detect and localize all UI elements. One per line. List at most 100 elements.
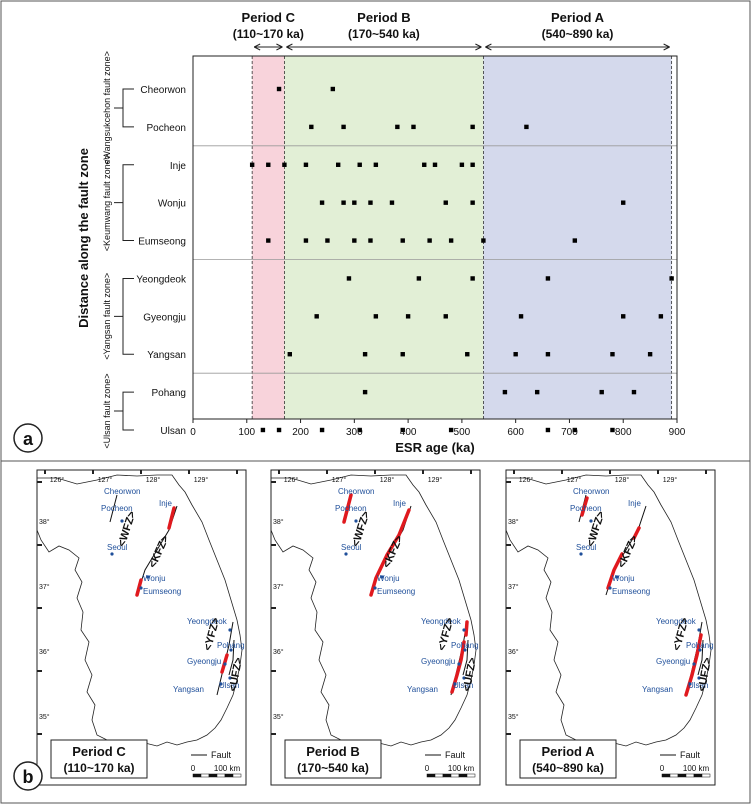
- fault-line-ufz: [697, 639, 704, 676]
- active-fault-segment: [369, 508, 411, 597]
- lon-label: 129°: [194, 476, 209, 484]
- period-title: Period B: [357, 10, 410, 25]
- fault-zone-label: <UFZ>: [696, 657, 714, 693]
- city-label-wonju: Wonju: [612, 574, 635, 583]
- panel-a: Period C (110~170 ka) Period B (170~540 ka)…: [13, 10, 686, 455]
- data-point-ulsan: [319, 427, 325, 433]
- data-point-eumseong: [325, 238, 330, 243]
- data-point-gyeongju: [314, 314, 319, 319]
- data-point-pohang: [631, 389, 637, 395]
- city-label-pohang: Pohang: [217, 641, 245, 650]
- data-point-yangsan: [400, 352, 405, 357]
- scale-segment: [192, 773, 202, 778]
- scale-start: 0: [191, 764, 196, 773]
- data-point-ulsan: [610, 427, 615, 433]
- lon-label: 127°: [567, 476, 582, 484]
- data-point-wonju: [470, 200, 475, 205]
- city-label-gyeongju: Gyeongju: [421, 657, 455, 666]
- lat-label: 37°: [508, 583, 519, 591]
- data-point-eumseong: [368, 238, 373, 243]
- city-dot: [219, 682, 223, 686]
- city-label-pohang: Pohang: [451, 641, 479, 650]
- city-dot: [697, 628, 701, 632]
- city-label-yeongdeok: Yeongdeok: [421, 617, 462, 626]
- data-point-eumseong: [400, 238, 405, 243]
- data-point-pocheon: [309, 124, 314, 130]
- data-point-inje: [249, 162, 255, 167]
- data-point-yangsan: [465, 352, 470, 357]
- coastline: [36, 474, 243, 747]
- data-point-gyeongju: [658, 314, 664, 319]
- lat-label: 36°: [508, 648, 519, 656]
- scale-segment: [701, 773, 711, 778]
- city-label-yangsan: Yangsan: [173, 685, 204, 694]
- y-axis-sites: Cheorwon Pocheon Inje Wonju Eumseong Yeongdeo…: [136, 85, 187, 437]
- site-label-yangsan: Yangsan: [147, 350, 186, 361]
- data-point-wonju: [368, 200, 373, 205]
- data-point-inje: [303, 162, 309, 167]
- map-period-range: (170~540 ka): [297, 761, 369, 775]
- city-label-inje: Inje: [628, 499, 641, 508]
- scale-segment: [693, 773, 703, 778]
- data-point-pohang: [362, 389, 368, 395]
- active-fault-segment: [342, 493, 353, 524]
- city-label-eumseong: Eumseong: [143, 587, 181, 596]
- city-label-seoul: Seoul: [341, 543, 362, 552]
- x-axis-title: ESR age (ka): [395, 440, 474, 455]
- lat-label: 36°: [273, 648, 284, 656]
- data-point-wonju: [621, 200, 626, 205]
- data-point-ulsan: [545, 427, 551, 433]
- data-point-wonju: [319, 200, 325, 205]
- data-point-yangsan: [610, 352, 615, 357]
- data-point-inje: [357, 162, 362, 167]
- panel-b: 126° 127° 128° 129° 38° 37° 36° 35° Cheorwon Poch…: [36, 469, 716, 786]
- period-arrowheads: [485, 43, 670, 51]
- site-label-eumseong: Eumseong: [138, 237, 186, 248]
- city-label-gyeongju: Gyeongju: [187, 657, 221, 666]
- data-point-yangsan: [545, 352, 551, 357]
- data-point-inje: [336, 162, 341, 167]
- site-label-pohang: Pohang: [152, 388, 186, 399]
- data-point-eumseong: [303, 238, 309, 243]
- lon-label: 129°: [663, 476, 678, 484]
- city-label-wonju: Wonju: [377, 574, 400, 583]
- lat-label: 35°: [273, 713, 284, 721]
- period-box: [284, 739, 382, 779]
- data-point-yangsan: [362, 352, 368, 357]
- data-point-eumseong: [448, 238, 454, 243]
- city-dot: [589, 519, 593, 523]
- x-tick-label: 200: [292, 427, 309, 438]
- fault-line-ufz: [462, 639, 469, 676]
- data-point-ulsan: [260, 427, 266, 433]
- data-points: [249, 86, 674, 433]
- fault-zone-brackets: <Wangsukcehon fault zone><Keumwang fault…: [102, 51, 134, 449]
- zone-bracket: [114, 164, 134, 242]
- scale-end: 100 km: [448, 764, 475, 773]
- city-label-eumseong: Eumseong: [377, 587, 415, 596]
- site-label-ulsan: Ulsan: [160, 426, 186, 437]
- lat-label: 36°: [39, 648, 50, 656]
- lon-label: 128°: [146, 476, 161, 484]
- x-tick-label: 600: [507, 427, 524, 438]
- scale-segment: [216, 773, 226, 778]
- city-dot: [229, 648, 233, 652]
- scale-end: 100 km: [683, 764, 710, 773]
- fault-zone-label: <UFZ>: [227, 657, 245, 693]
- lon-label: 126°: [519, 476, 534, 484]
- city-dot: [462, 628, 466, 632]
- period-range: (540~890 ka): [542, 27, 614, 41]
- period-range: (170~540 ka): [348, 27, 420, 41]
- panel-b-label: b: [23, 767, 34, 787]
- x-tick-label: 300: [346, 427, 363, 438]
- data-point-gyeongju: [518, 314, 524, 319]
- legend-fault-label: Fault: [445, 750, 466, 760]
- site-label-yeongdeok: Yeongdeok: [136, 274, 187, 285]
- map-period-range: (110~170 ka): [63, 761, 134, 775]
- city-dot: [579, 552, 583, 556]
- site-label-cheorwon: Cheorwon: [140, 85, 186, 96]
- city-label-ulsan: Ulsan: [219, 681, 239, 690]
- data-point-eumseong: [481, 238, 486, 243]
- map-period-title: Period A: [542, 744, 596, 759]
